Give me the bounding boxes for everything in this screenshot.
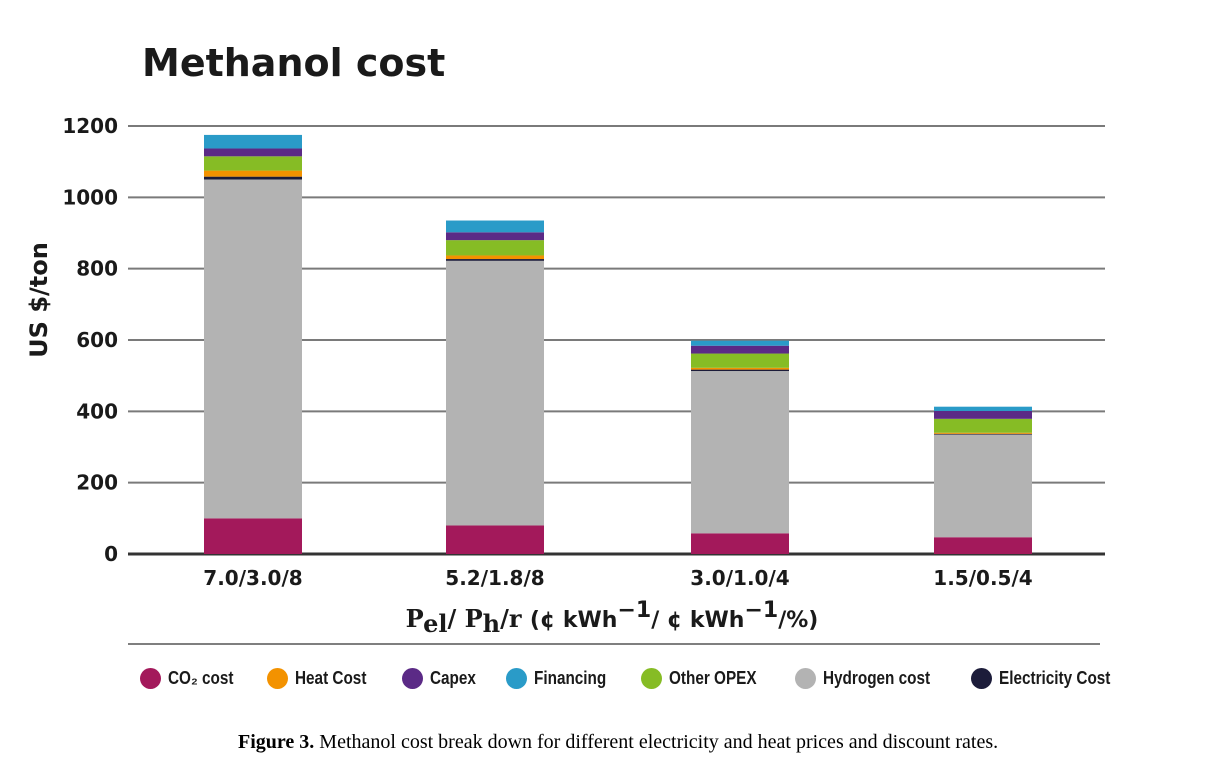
bar-segment-financing bbox=[691, 340, 789, 346]
bar-segment-capex bbox=[446, 232, 544, 241]
legend-label: Hydrogen cost bbox=[822, 668, 930, 688]
legend-item: Hydrogen cost bbox=[794, 668, 949, 689]
bar-segment-electricity-cost bbox=[204, 176, 302, 180]
y-tick-label: 600 bbox=[76, 328, 118, 352]
bar-stack bbox=[934, 406, 1032, 554]
chart-panel: 0 200 400 600 800 1000 1200 7.0/3.0/8 5.2/1.8/8… bbox=[25, 41, 1130, 689]
bar-segment-co2-cost bbox=[934, 537, 1032, 554]
x-tick-label: 5.2/1.8/8 bbox=[445, 566, 544, 590]
bar-segment-hydrogen-cost bbox=[204, 179, 302, 519]
y-tick-label: 200 bbox=[76, 471, 118, 495]
bar-segment-financing bbox=[204, 134, 302, 149]
x-tick-label: 1.5/0.5/4 bbox=[933, 566, 1032, 590]
legend-label: Financing bbox=[533, 668, 607, 688]
bar-segment-other-opex bbox=[691, 353, 789, 368]
bar-segment-capex bbox=[204, 148, 302, 157]
y-tick-label: 0 bbox=[104, 542, 118, 566]
legend-swatch bbox=[641, 668, 663, 689]
bar-segment-heat-cost bbox=[691, 367, 789, 370]
y-tick-label: 1200 bbox=[62, 114, 118, 138]
legend-item: CO₂ cost bbox=[140, 668, 245, 689]
bar-segment-heat-cost bbox=[204, 170, 302, 177]
x-tick-label: 3.0/1.0/4 bbox=[690, 566, 789, 590]
bar-segment-capex bbox=[934, 410, 1032, 419]
legend-label: Electricity Cost bbox=[998, 668, 1111, 688]
x-axis-label: Pel/ Ph/r (¢ kWh−1/ ¢ kWh−1/%) bbox=[406, 598, 819, 638]
chart-svg: 0 200 400 600 800 1000 1200 7.0/3.0/8 5.2/1.8/8… bbox=[25, 41, 1105, 645]
legend-item: Financing bbox=[505, 668, 619, 689]
legend-swatch bbox=[505, 668, 527, 689]
y-tick-label: 800 bbox=[76, 257, 118, 281]
legend-label: CO₂ cost bbox=[168, 668, 234, 688]
x-tick-label: 7.0/3.0/8 bbox=[203, 566, 302, 590]
legend-item: Other OPEX bbox=[641, 668, 772, 689]
bar-segment-electricity-cost bbox=[446, 259, 544, 261]
legend-swatch bbox=[267, 668, 289, 689]
bar-segment-capex bbox=[691, 345, 789, 354]
bar-segment-other-opex bbox=[446, 240, 544, 256]
bar-segment-financing bbox=[446, 220, 544, 233]
bar-stack bbox=[691, 340, 789, 554]
legend-swatch bbox=[794, 668, 816, 689]
bar-segment-heat-cost bbox=[446, 255, 544, 260]
caption-text: Methanol cost break down for different e… bbox=[319, 731, 999, 753]
legend-label: Capex bbox=[429, 668, 476, 688]
figure-caption: Figure 3. Methanol cost break down for d… bbox=[238, 731, 1198, 754]
caption-label: Figure 3. bbox=[238, 731, 315, 753]
legend-label: Other OPEX bbox=[669, 668, 757, 688]
legend: CO₂ cost Heat Cost Capex Financing Other OPE… bbox=[140, 668, 1130, 689]
y-tick-label: 400 bbox=[76, 399, 118, 423]
legend-item: Capex bbox=[401, 668, 484, 689]
chart-title: Methanol cost bbox=[142, 41, 445, 85]
legend-item: Heat Cost bbox=[267, 668, 379, 689]
y-axis-label: US $/ton bbox=[25, 242, 53, 358]
bar-segment-electricity-cost bbox=[934, 433, 1032, 435]
legend-swatch bbox=[401, 668, 423, 689]
y-tick-label: 1000 bbox=[62, 185, 118, 209]
legend-swatch bbox=[140, 668, 161, 689]
legend-swatch bbox=[970, 668, 992, 689]
bar-segment-co2-cost bbox=[446, 525, 544, 554]
bar-segment-hydrogen-cost bbox=[446, 260, 544, 526]
bar-stack bbox=[204, 134, 302, 554]
legend-item: Electricity Cost bbox=[970, 668, 1130, 689]
bar-segment-hydrogen-cost bbox=[691, 371, 789, 534]
bar-segment-heat-cost bbox=[934, 432, 1032, 434]
bar-segment-electricity-cost bbox=[691, 369, 789, 372]
bar-segment-other-opex bbox=[934, 418, 1032, 433]
bar-stack bbox=[446, 220, 544, 554]
bar-segment-hydrogen-cost bbox=[934, 434, 1032, 538]
bar-segment-co2-cost bbox=[691, 533, 789, 554]
bar-segment-financing bbox=[934, 406, 1032, 411]
bar-segment-other-opex bbox=[204, 156, 302, 171]
bar-segment-co2-cost bbox=[204, 518, 302, 554]
legend-label: Heat Cost bbox=[295, 668, 367, 688]
